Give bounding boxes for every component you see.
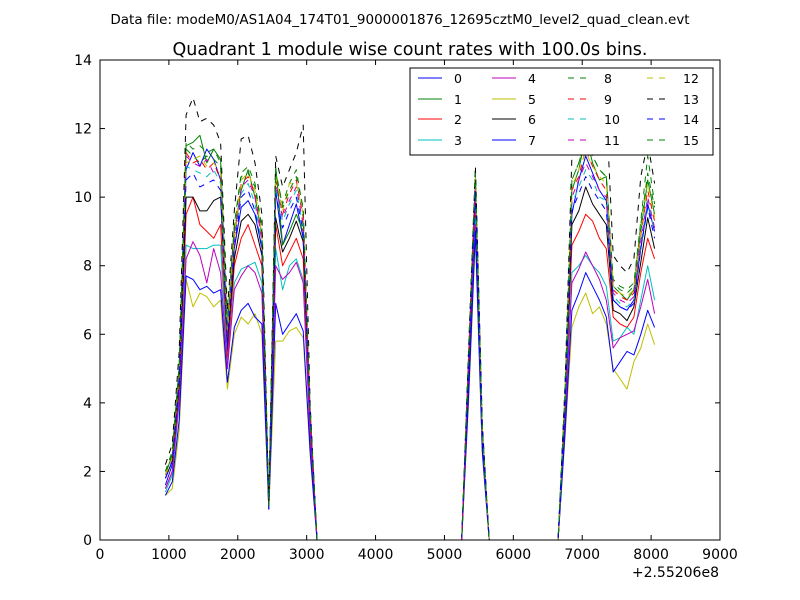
x-tick-label: 1000 xyxy=(151,547,187,563)
legend-label-6: 6 xyxy=(528,112,536,127)
legend-label-15: 15 xyxy=(683,133,699,148)
legend-label-11: 11 xyxy=(604,133,620,148)
legend-label-9: 9 xyxy=(604,92,612,107)
series-line-7 xyxy=(164,230,656,540)
plot-frame xyxy=(99,59,721,541)
x-tick-label: 4000 xyxy=(358,547,394,563)
x-tick-label: 9000 xyxy=(702,547,738,563)
series-line-1 xyxy=(164,134,656,540)
x-tick-label: 5000 xyxy=(427,547,463,563)
y-tick-label: 14 xyxy=(74,53,92,69)
series-line-3 xyxy=(164,217,656,540)
legend-label-12: 12 xyxy=(683,71,699,86)
x-tick-label: 6000 xyxy=(496,547,532,563)
series-line-6 xyxy=(164,186,656,540)
y-tick-label: 12 xyxy=(74,122,92,138)
legend-label-4: 4 xyxy=(528,71,536,86)
series-line-5 xyxy=(165,237,656,540)
series-line-0 xyxy=(164,148,656,540)
series-line-11 xyxy=(164,155,656,540)
x-tick-label: 2000 xyxy=(220,547,256,563)
x-tick-label: 0 xyxy=(96,547,105,563)
legend-label-2: 2 xyxy=(454,112,462,127)
series-line-12 xyxy=(164,152,656,540)
y-tick-label: 8 xyxy=(83,259,92,275)
legend-label-13: 13 xyxy=(683,92,699,107)
legend-label-0: 0 xyxy=(454,71,462,86)
x-tick-label: 7000 xyxy=(564,547,600,563)
series-line-4 xyxy=(164,224,656,540)
x-tick-label: 3000 xyxy=(289,547,325,563)
y-tick-label: 4 xyxy=(83,396,92,412)
y-tick-label: 6 xyxy=(83,327,92,343)
legend-label-5: 5 xyxy=(528,92,536,107)
series-line-2 xyxy=(164,196,656,540)
y-tick-label: 10 xyxy=(74,190,92,206)
series-layer xyxy=(164,97,656,540)
legend-label-1: 1 xyxy=(454,92,462,107)
legend-label-14: 14 xyxy=(683,112,699,127)
series-line-15 xyxy=(164,138,656,540)
series-line-13 xyxy=(164,97,656,540)
x-axis-offset-label: +2.55206e8 xyxy=(632,565,719,581)
chart-title: Quadrant 1 module wise count rates with … xyxy=(173,40,648,60)
legend-label-7: 7 xyxy=(528,133,536,148)
legend-label-10: 10 xyxy=(604,112,620,127)
axis-ticks: 0 1000 2000 3000 4000 5000 6000 7000 8000 9000 0 2 4… xyxy=(74,53,738,563)
series-line-9 xyxy=(164,148,656,540)
chart-suptitle: Data file: modeM0/AS1A04_174T01_90000018… xyxy=(110,12,689,28)
y-tick-label: 2 xyxy=(83,464,92,480)
legend-label-3: 3 xyxy=(454,133,462,148)
y-tick-label: 0 xyxy=(83,533,92,549)
legend-label-8: 8 xyxy=(604,71,612,86)
series-line-14 xyxy=(164,172,656,540)
x-tick-label: 8000 xyxy=(633,547,669,563)
